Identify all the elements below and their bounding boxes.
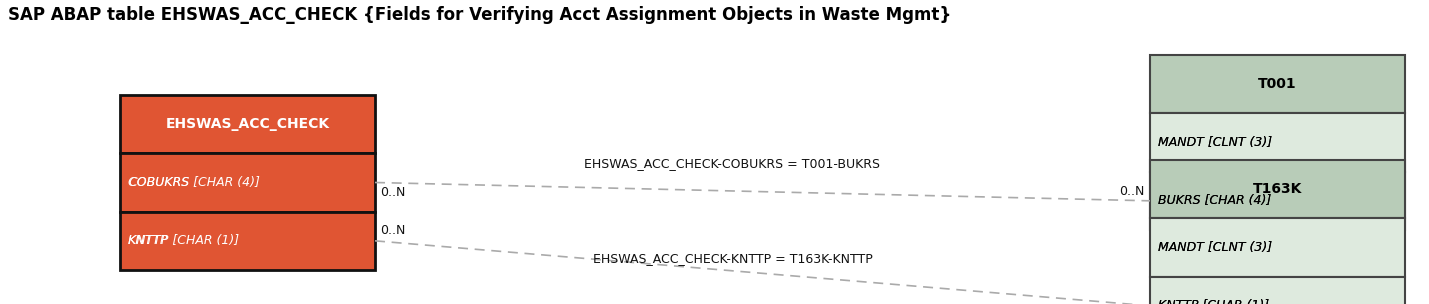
Text: EHSWAS_ACC_CHECK: EHSWAS_ACC_CHECK bbox=[166, 117, 330, 131]
Text: COBUKRS: COBUKRS bbox=[129, 176, 189, 189]
FancyBboxPatch shape bbox=[1150, 172, 1405, 230]
Text: SAP ABAP table EHSWAS_ACC_CHECK {Fields for Verifying Acct Assignment Objects in: SAP ABAP table EHSWAS_ACC_CHECK {Fields … bbox=[9, 6, 952, 24]
FancyBboxPatch shape bbox=[120, 95, 374, 153]
Text: EHSWAS_ACC_CHECK-COBUKRS = T001-BUKRS: EHSWAS_ACC_CHECK-COBUKRS = T001-BUKRS bbox=[584, 157, 880, 170]
Text: T001: T001 bbox=[1258, 77, 1296, 91]
FancyBboxPatch shape bbox=[120, 153, 374, 212]
Text: MANDT [CLNT (3)]: MANDT [CLNT (3)] bbox=[1157, 136, 1272, 149]
FancyBboxPatch shape bbox=[120, 212, 374, 270]
Text: MANDT [CLNT (3)]: MANDT [CLNT (3)] bbox=[1157, 241, 1272, 254]
Text: BUKRS [CHAR (4)]: BUKRS [CHAR (4)] bbox=[1157, 194, 1272, 207]
Text: MANDT [CLNT (3)]: MANDT [CLNT (3)] bbox=[1157, 136, 1272, 149]
Text: COBUKRS [CHAR (4)]: COBUKRS [CHAR (4)] bbox=[129, 176, 260, 189]
Text: BUKRS [CHAR (4)]: BUKRS [CHAR (4)] bbox=[1157, 194, 1272, 207]
Text: EHSWAS_ACC_CHECK-KNTTP = T163K-KNTTP: EHSWAS_ACC_CHECK-KNTTP = T163K-KNTTP bbox=[593, 252, 872, 265]
FancyBboxPatch shape bbox=[1150, 277, 1405, 304]
FancyBboxPatch shape bbox=[1150, 160, 1405, 218]
FancyBboxPatch shape bbox=[1150, 113, 1405, 172]
FancyBboxPatch shape bbox=[1150, 218, 1405, 277]
Text: KNTTP [CHAR (1)]: KNTTP [CHAR (1)] bbox=[1157, 299, 1269, 304]
Text: KNTTP: KNTTP bbox=[129, 234, 169, 247]
FancyBboxPatch shape bbox=[1150, 55, 1405, 113]
Text: 0..N: 0..N bbox=[380, 224, 406, 237]
Text: MANDT [CLNT (3)]: MANDT [CLNT (3)] bbox=[1157, 241, 1272, 254]
Text: 0..N: 0..N bbox=[1120, 185, 1145, 198]
Text: 0..N: 0..N bbox=[380, 185, 406, 199]
Text: T163K: T163K bbox=[1253, 182, 1302, 196]
Text: KNTTP [CHAR (1)]: KNTTP [CHAR (1)] bbox=[1157, 299, 1269, 304]
Text: KNTTP [CHAR (1)]: KNTTP [CHAR (1)] bbox=[129, 234, 239, 247]
